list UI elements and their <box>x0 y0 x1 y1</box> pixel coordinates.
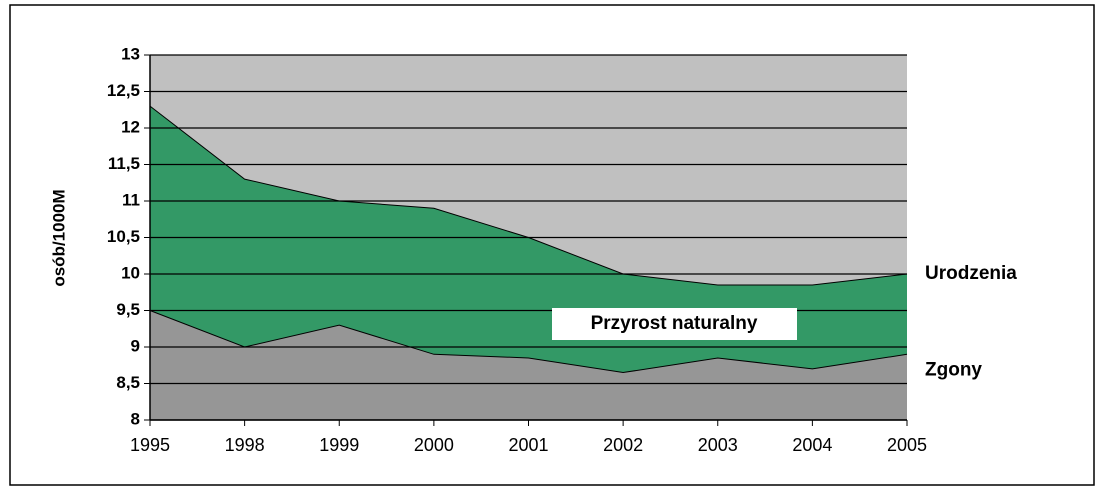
series-line <box>149 310 908 374</box>
x-tick-label: 2000 <box>414 435 454 455</box>
x-tick-label: 2004 <box>792 435 832 455</box>
x-tick-label: 2003 <box>698 435 738 455</box>
annotation: Przyrost naturalny <box>591 313 758 334</box>
y-axis-label: osób/1000M <box>49 189 68 286</box>
annotation-box <box>552 308 797 340</box>
y-tick-label: 9 <box>131 336 140 355</box>
y-tick-label: 11 <box>122 190 140 209</box>
y-tick-label: 11,5 <box>108 154 140 173</box>
y-tick-label: 12 <box>121 117 140 136</box>
y-tick-label: 8 <box>131 409 140 428</box>
x-tick-label: 1999 <box>319 435 359 455</box>
x-tick-label: 2005 <box>887 435 927 455</box>
x-tick-label: 2001 <box>508 435 548 455</box>
series-label: Zgony <box>925 359 982 380</box>
series-line <box>149 105 908 286</box>
area <box>150 310 907 420</box>
y-tick-label: 10,5 <box>107 227 140 246</box>
y-tick-label: 10 <box>121 263 140 282</box>
series-label: Urodzenia <box>925 263 1017 284</box>
y-tick-label: 9,5 <box>116 300 140 319</box>
y-tick-label: 13 <box>121 44 140 63</box>
x-tick-label: 1998 <box>225 435 265 455</box>
x-tick-label: 2002 <box>603 435 643 455</box>
y-tick-label: 8,5 <box>116 373 140 392</box>
x-tick-label: 1995 <box>130 435 170 455</box>
y-tick-label: 12,5 <box>107 81 140 100</box>
